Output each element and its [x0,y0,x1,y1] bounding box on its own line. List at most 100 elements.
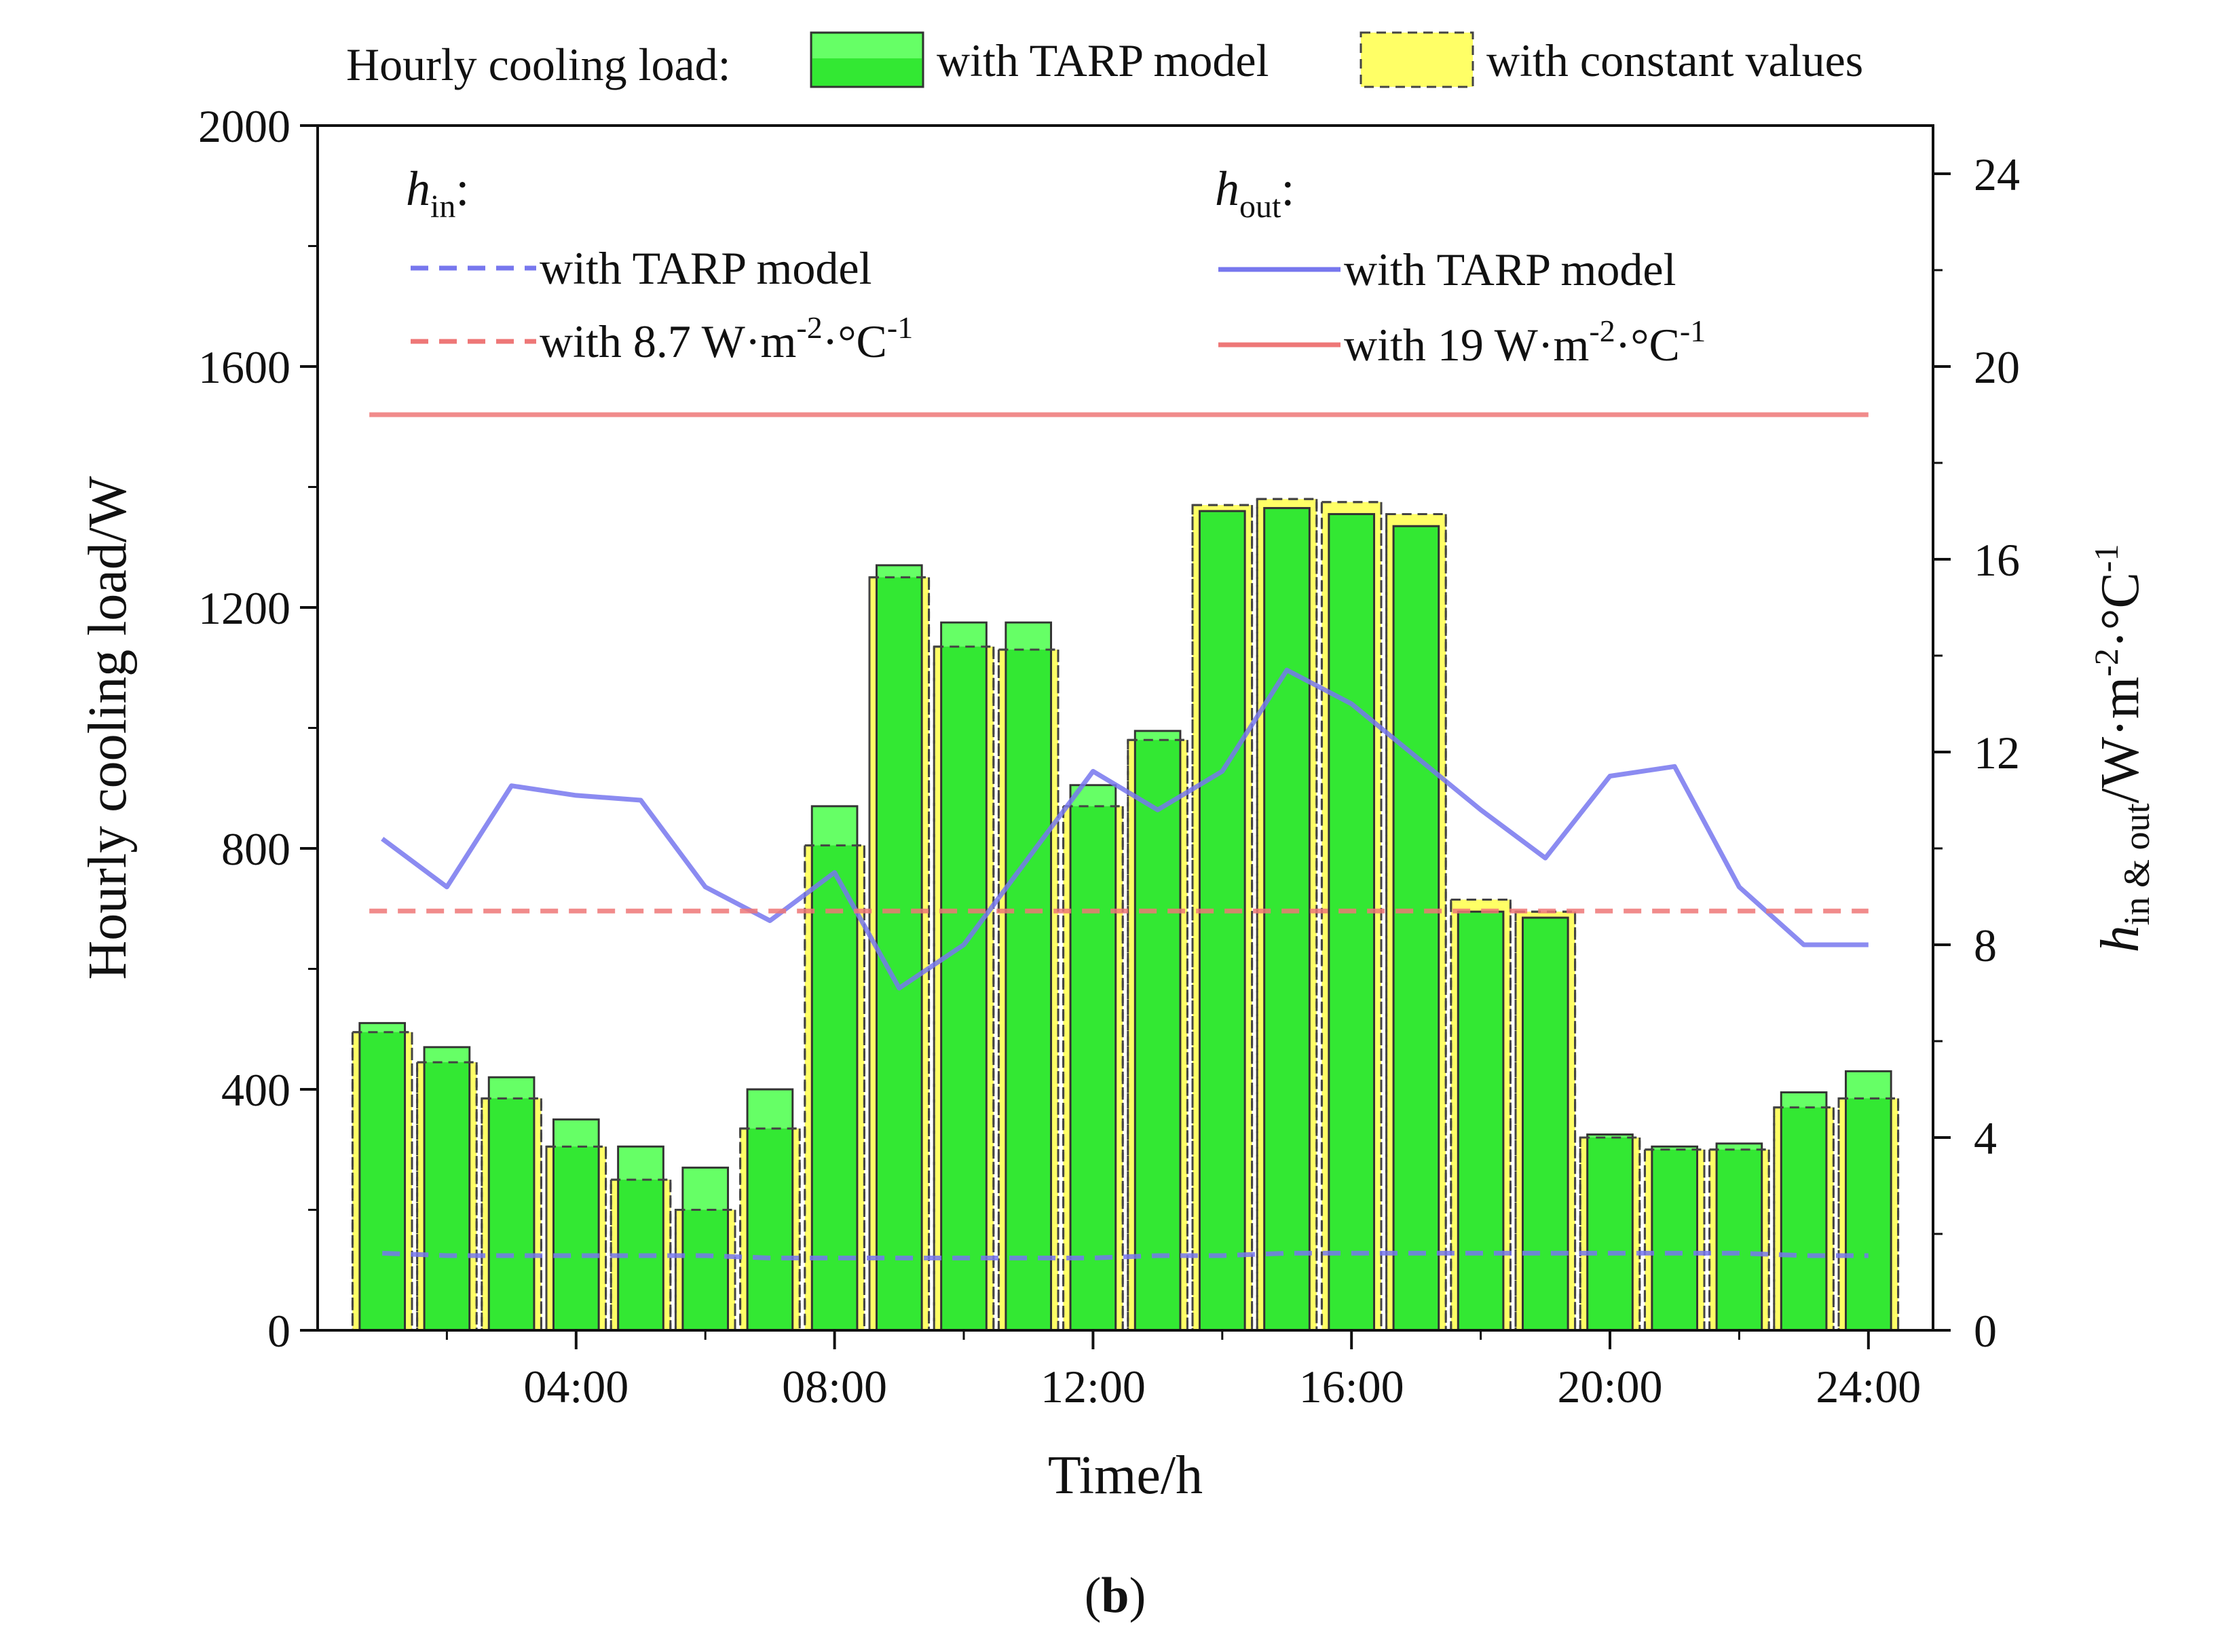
x-axis-label: Time/h [1048,1446,1203,1505]
bar-tarp-model [1651,1145,1699,1332]
bar-tarp-cap [942,623,986,647]
y-right-unit: /W·m [2091,677,2150,804]
legend-hout-tarp-text: with TARP model [1344,244,1676,295]
legend-hin-header-suffix: : [455,162,469,216]
legend-hin-header-sub: in [430,189,455,225]
line-series-0 [381,667,1869,991]
top-legend-title: Hourly cooling load: [346,39,731,90]
top-legend-item-constant: with constant values [1486,35,1863,86]
lines-layer [369,412,1869,1260]
legend-hin-const-text: with 8.7 W·m [540,316,796,367]
left-tick-label: 800 [221,823,290,875]
bar-tarp-cap [360,1024,405,1032]
top-legend-item-tarp: with TARP model [937,35,1269,86]
bar-tarp-model [1133,730,1182,1332]
legend-hout-header: hout: [1215,162,1294,225]
top-legend-swatch-constant [1360,31,1474,88]
bar-tarp-cap [489,1078,533,1099]
x-tick-label: 16:00 [1299,1361,1404,1412]
right-tick-label: 8 [1974,920,1997,971]
right-tick-label: 4 [1974,1112,1997,1164]
legend-hin-const-sup: -2 [796,310,822,345]
legend-hout-const-sup: -2 [1589,314,1615,348]
legend-hin-const: with 8.7 W·m-2·°C-1 [540,310,913,367]
caption-open: ( [1085,1568,1102,1623]
bar-tarp-cap [748,1090,792,1129]
left-tick-label: 1200 [198,582,290,634]
x-tick-label: 24:00 [1816,1361,1921,1412]
right-tick-label: 12 [1974,727,2020,778]
legend-hout-header-sub: out [1239,189,1281,225]
bar-tarp-model [1005,621,1053,1332]
y-right-h: h [2091,925,2150,952]
right-tick-label: 20 [1974,341,2020,393]
bar-tarp-cap [619,1147,662,1180]
bar-tarp-model [423,1046,471,1332]
bar-tarp-cap [425,1048,469,1063]
legend-hout-const: with 19 W·m-2·°C-1 [1344,314,1706,371]
y-right-exp: -2 [2087,648,2125,677]
y-right-deg: ·°C [2091,572,2150,648]
line-series-2 [382,1250,1869,1260]
bar-tarp-model [1780,1091,1828,1332]
x-tick-label: 12:00 [1040,1361,1146,1412]
bar-tarp-cap [1782,1093,1826,1108]
top-legend-swatch-tarp-cap [812,34,922,58]
bar-tarp-cap [1588,1135,1632,1138]
caption-close: ) [1129,1568,1146,1623]
bar-tarp-model [1521,916,1569,1332]
left-tick-label: 2000 [198,100,290,152]
bar-tarp-model [552,1118,600,1332]
y-axis-left-label: Hourly cooling load/W [78,476,138,980]
bar-tarp-model [1392,525,1440,1332]
text-layer: 0 400 800 1200 1600 2000 0 4 8 12 16 20 24 04:00 08:00… [78,31,2157,1623]
axes-layer [300,124,1951,1349]
legend-hin-const-sup2: -1 [887,310,913,345]
bar-tarp-model [1715,1142,1763,1332]
legend-hin-tarp-text: with TARP model [540,242,871,294]
bar-tarp-cap [1717,1144,1761,1150]
bar-tarp-cap [877,566,921,578]
bar-tarp-model [875,564,923,1332]
bar-tarp-model [358,1021,407,1332]
left-tick-label: 1600 [198,341,290,393]
legend-hout-tarp: with TARP model [1344,244,1676,295]
right-tick-label: 0 [1974,1305,1997,1357]
bar-tarp-cap [554,1120,598,1147]
left-tick-label: 400 [221,1064,290,1116]
y-right-sub: in & out [2116,803,2157,925]
bar-tarp-model [940,621,988,1332]
bar-tarp-cap [812,807,857,846]
bar-tarp-cap [1653,1147,1697,1150]
bar-tarp-model [1586,1133,1634,1332]
legend-hout-const-text: with 19 W·m [1344,319,1589,371]
right-tick-label: 16 [1974,534,2020,586]
bar-tarp-model [1328,512,1376,1332]
bar-tarp-model [746,1088,794,1332]
y-axis-right-label: hin & out/W·m-2·°C-1 [2087,544,2157,953]
legend-hout-const-text2: ·°C [1615,319,1680,371]
bar-tarp-cap [683,1168,728,1210]
bar-tarp-cap [1007,623,1051,650]
legend-hout-const-sup2: -1 [1680,314,1706,348]
caption-letter: b [1101,1568,1129,1623]
x-tick-label: 08:00 [782,1361,887,1412]
legend-hin-header-h: h [406,162,430,216]
bar-tarp-cap [1136,732,1180,740]
bar-tarp-model [487,1076,536,1332]
figure-caption: (b) [1085,1568,1146,1623]
x-tick-label: 20:00 [1558,1361,1663,1412]
left-tick-label: 0 [267,1305,290,1357]
legend-hout-header-h: h [1215,162,1239,216]
bars-layer [351,498,1900,1332]
legend-hin-const-text2: ·°C [823,316,887,367]
bar-tarp-cap [1846,1072,1890,1099]
y-right-exp2: -1 [2087,544,2125,573]
right-tick-label: 24 [1974,149,2020,200]
bar-tarp-model [1457,910,1505,1332]
bar-tarp-model [1844,1070,1892,1332]
x-tick-label: 04:00 [523,1361,629,1412]
legend-hin-header: hin: [406,162,469,225]
